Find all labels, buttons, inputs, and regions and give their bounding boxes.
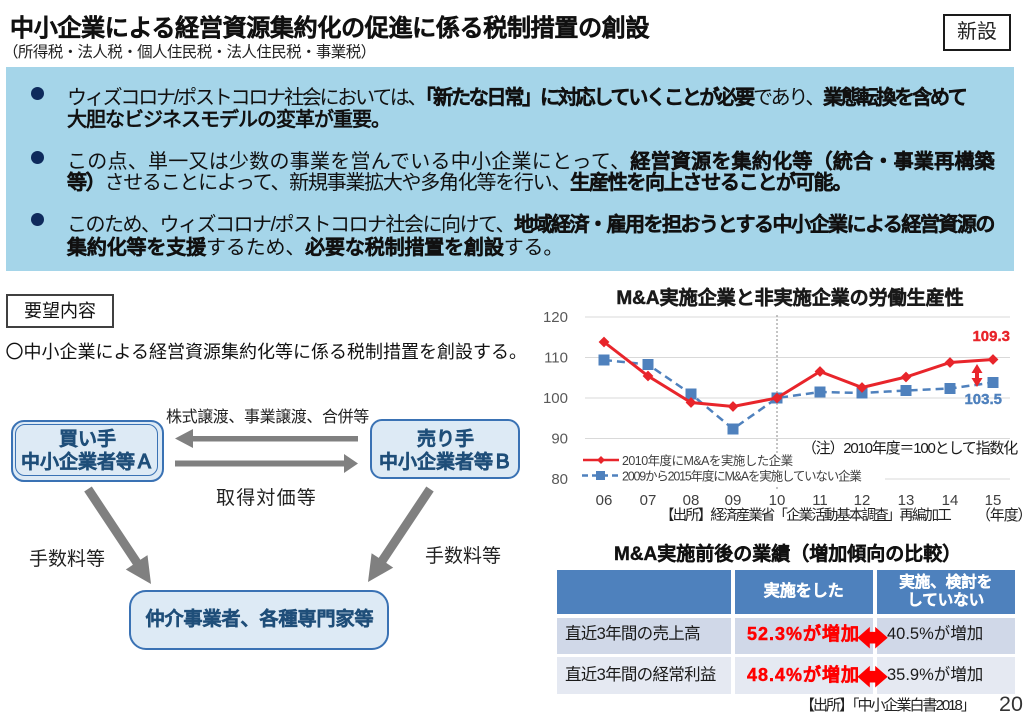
svg-text:109.3: 109.3: [972, 328, 1010, 345]
svg-text:2010年度にM&Aを実施した企業: 2010年度にM&Aを実施した企業: [622, 453, 794, 468]
svg-text:80: 80: [551, 471, 568, 488]
svg-text:13: 13: [898, 492, 915, 509]
svg-text:110: 110: [544, 350, 568, 367]
svg-text:（年度）: （年度）: [976, 507, 1024, 524]
svg-text:12: 12: [854, 492, 871, 509]
svg-text:2009から2015年度にM&Aを実施していない企業: 2009から2015年度にM&Aを実施していない企業: [622, 469, 862, 484]
svg-text:90: 90: [551, 431, 568, 448]
svg-text:14: 14: [942, 492, 959, 509]
svg-text:10: 10: [769, 492, 786, 509]
svg-text:【出所】経済産業省「企業活動基本調査」再編加工: 【出所】経済産業省「企業活動基本調査」再編加工: [660, 506, 951, 524]
svg-text:120: 120: [543, 309, 568, 326]
svg-text:M&A実施企業と非実施企業の労働生産性: M&A実施企業と非実施企業の労働生産性: [616, 286, 963, 309]
svg-text:08: 08: [683, 492, 700, 509]
svg-text:103.5: 103.5: [964, 391, 1002, 408]
svg-text:15: 15: [985, 492, 1002, 509]
svg-text:11: 11: [812, 492, 828, 509]
svg-text:06: 06: [596, 492, 613, 509]
svg-text:07: 07: [640, 492, 657, 509]
svg-text:09: 09: [725, 492, 742, 509]
svg-text:（注）2010年度＝100として指数化: （注）2010年度＝100として指数化: [802, 440, 1018, 457]
svg-text:100: 100: [543, 390, 568, 407]
